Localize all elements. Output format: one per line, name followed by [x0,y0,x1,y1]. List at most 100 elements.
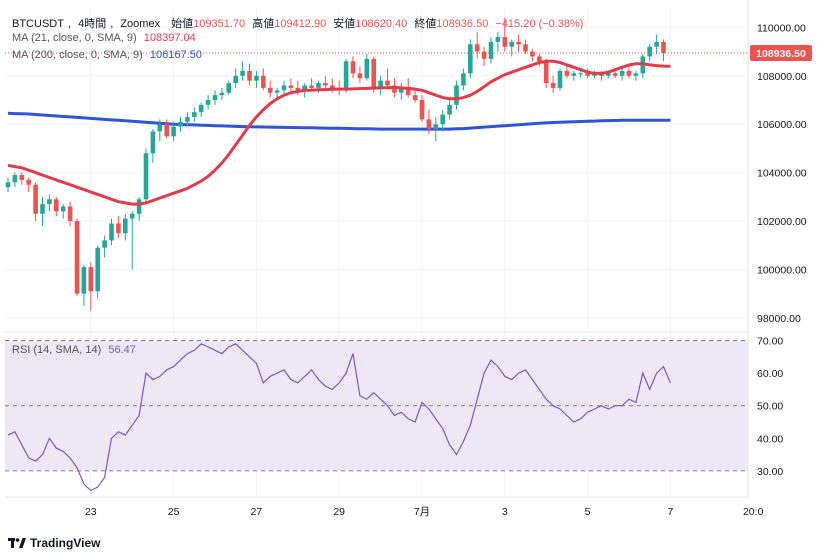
ma200-label: MA (200, close, 0, SMA, 9) [12,49,143,61]
time-tick-label: 7月 [414,506,430,518]
candle-body [123,218,128,234]
footer: TradingView [0,528,817,560]
candle-body [267,87,273,93]
candle-body [88,267,94,292]
candle-body [150,131,156,154]
candle-body [550,83,556,88]
candle-body [619,70,625,76]
price-tick-label: 100000.00 [757,264,807,276]
candle-body [261,75,266,88]
price-tick-label: 106000.00 [757,119,807,131]
tradingview-logo[interactable]: TradingView [8,536,100,550]
candle-body [350,61,356,74]
candle-body [274,90,280,93]
tradingview-brand: TradingView [30,536,101,550]
candle-body [309,85,314,88]
candle-body [378,80,383,88]
candle-body [474,44,480,52]
high-label: 高値 [252,18,275,30]
price-tick-label: 110000.00 [757,22,806,34]
candle-body [171,126,176,137]
candle-body [343,61,349,91]
candle-body [109,223,114,241]
candle-body [633,73,639,76]
time-tick-label: 7 [667,506,673,518]
candle-body [205,100,211,105]
candle-body [136,199,142,214]
close-value: 108936.50 [436,18,489,30]
candle-body [647,46,652,57]
candle-body [509,41,514,47]
candle-body [281,85,287,91]
candle-body [357,73,363,79]
time-tick-label: 3 [502,506,508,518]
candle-body [578,73,583,75]
candle-body [178,121,183,127]
candle-body [433,124,439,130]
candle-body [74,221,80,294]
candle-body [212,95,218,100]
candle-body [323,83,328,86]
price-tick-label: 104000.00 [757,168,807,180]
rsi-tick-label: 60.00 [757,368,783,380]
low-value: 108620.40 [355,18,408,30]
time-tick-label: 25 [168,506,180,518]
last-price-tag [750,45,812,62]
candle-body [226,83,232,93]
candle-body [5,182,11,188]
candle-body [468,44,473,74]
candle-body [530,51,535,57]
ma200-legend: MA (200, close, 0, SMA, 9) 106167.50 [12,49,206,61]
time-tick-label: 27 [251,506,263,518]
open-label: 始値 [171,18,194,30]
candle-body [385,80,390,86]
candle-body [523,44,528,52]
candle-body [419,100,425,120]
exchange-label: Zoomex [120,18,161,30]
ma21-legend: MA (21, close, 0, SMA, 9) 108397.04 [12,32,200,44]
candle-body [557,70,563,88]
candle-body [543,61,549,84]
time-tick-label: 23 [85,506,97,518]
candle-body [447,104,452,115]
time-tick-label: 29 [333,506,345,518]
chart-area[interactable]: 108936.50 110000.00 108000.00 106000.00 1040… [0,0,817,528]
candle-body [33,184,38,214]
candle-body [60,206,66,212]
candle-body [240,70,245,76]
tradingview-logo-icon [8,538,26,548]
candle-body [502,37,508,47]
rsi-line [7,343,671,492]
candle-body [516,41,521,45]
candle-body [302,85,307,91]
candle-body [440,114,445,125]
interval-label: 4時間 [78,18,107,30]
chart-svg: 108936.50 110000.00 108000.00 106000.00 1040… [5,0,812,518]
candle-body [164,124,169,137]
candle-body [247,70,252,81]
candle-body [481,51,487,59]
candle-body [399,87,404,93]
candle-body [54,199,59,212]
candle-body [564,70,570,76]
candle-body [495,37,501,42]
candle-body [157,124,163,132]
candle-body [585,73,590,76]
candle-body [661,41,666,54]
rsi-tick-label: 30.00 [757,466,783,478]
candle-body [129,213,135,219]
time-tick-label: 5 [585,506,591,518]
rsi-tick-label: 40.00 [757,433,783,445]
last-price-label: 108936.50 [756,48,806,60]
candle-body [198,104,204,113]
candle-body [537,56,542,62]
candle-body [392,85,397,93]
candle-body [461,73,466,86]
rsi-tick-label: 70.00 [757,336,783,348]
candle-body [40,204,45,214]
candle-body [192,112,197,117]
ma21-line [7,59,671,206]
open-value: 109351.70 [193,18,246,30]
candle-body [233,75,238,84]
candle-body [426,119,432,130]
